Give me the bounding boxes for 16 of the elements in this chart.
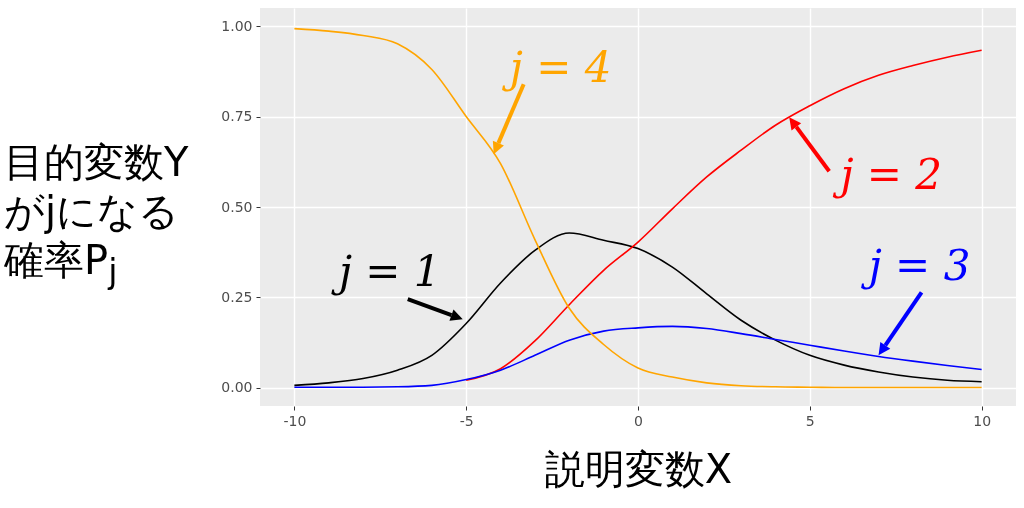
x-tick-label: -5 (459, 412, 474, 429)
y-tick-label: 1.00 (221, 17, 253, 34)
annotation: j = 2 (832, 150, 943, 200)
y-axis-title: 目的変数Yがjになる確率P$_{j}$ (4, 138, 190, 293)
x-axis-title: 説明変数X (544, 445, 733, 492)
x-tick-label: 0 (634, 412, 643, 429)
x-tick-label: -10 (283, 412, 307, 429)
y-tick-label: 0.25 (221, 288, 253, 305)
annotation: j = 3 (860, 241, 971, 291)
x-tick-label: 5 (805, 412, 815, 429)
x-tick-label: 10 (973, 412, 992, 429)
y-tick-label: 0.50 (221, 198, 253, 215)
y-tick-label: 0.00 (221, 379, 253, 396)
annotation: j = 1 (330, 247, 441, 297)
annotation: j = 4 (501, 43, 612, 93)
y-tick-label: 0.75 (221, 108, 253, 125)
